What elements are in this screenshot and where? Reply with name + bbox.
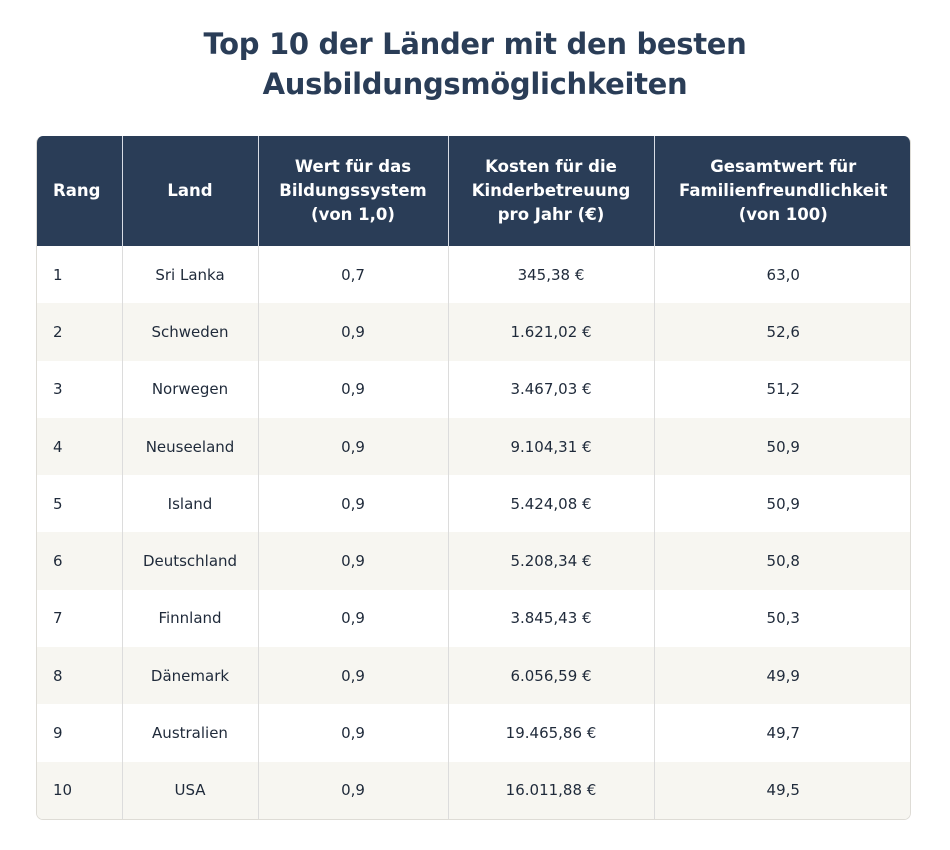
title-line-1: Top 10 der Länder mit den besten [203, 27, 747, 61]
cell-rank: 3 [53, 380, 63, 399]
cell-country: Dänemark [121, 647, 258, 705]
cell-childcare-cost: 16.011,88 € [447, 761, 654, 819]
table-row: 9 Australien 0,9 19.465,86 €49,7 [37, 704, 910, 762]
page-title: Top 10 der Länder mit den besten Ausbild… [0, 24, 950, 104]
cell-country: Sri Lanka [121, 246, 258, 304]
cell-rank: 7 [53, 609, 63, 628]
cell-childcare-cost: 9.104,31 € [447, 417, 654, 476]
cell-country: Finnland [121, 589, 258, 648]
ranking-table: Rang Land Wert für das Bildungssystem (von… [36, 136, 911, 820]
cell-rank: 1 [53, 265, 63, 284]
table-header-row: Rang Land Wert für das Bildungssystem (von… [37, 136, 910, 246]
cell-rank: 2 [37, 303, 122, 361]
cell-rank: 9 [53, 724, 63, 743]
cell-family-score: 50,9 [653, 417, 910, 476]
cell-education-score: 0,9 [257, 589, 448, 648]
column-header-country: Land [121, 136, 258, 246]
cell-rank: 10 [37, 761, 122, 819]
cell-education-score: 0,9 [257, 647, 448, 705]
table-row: 10 USA 0,9 16.011,88 €49,5 [37, 761, 910, 819]
cell-education-score: 0,9 [257, 532, 448, 590]
cell-family-score: 50,3 [653, 589, 910, 648]
cell-family-score: 63,0 [653, 246, 910, 304]
cell-education-score: 0,7 [257, 246, 448, 304]
table-row: 2 Schweden 0,9 1.621,02 €52,6 [37, 303, 910, 361]
cell-childcare-cost: 19.465,86 € [447, 704, 654, 762]
cell-country: Norwegen [121, 360, 258, 418]
title-line-2: Ausbildungsmöglichkeiten [262, 67, 688, 101]
cell-country: Island [121, 475, 258, 533]
table-row: 7 Finnland 0,9 3.845,43 €50,3 [37, 589, 910, 648]
cell-education-score: 0,9 [257, 761, 448, 819]
cell-country: Schweden [121, 303, 258, 361]
cell-childcare-cost: 5.424,08 € [447, 475, 654, 533]
table-row: 6 Deutschland 0,9 5.208,34 €50,8 [37, 532, 910, 590]
cell-rank: 4 [37, 417, 122, 476]
cell-family-score: 49,5 [653, 761, 910, 819]
cell-family-score: 49,7 [653, 704, 910, 762]
cell-rank: 6 [37, 532, 122, 590]
cell-family-score: 50,9 [653, 475, 910, 533]
cell-education-score: 0,9 [257, 417, 448, 476]
cell-education-score: 0,9 [257, 303, 448, 361]
cell-family-score: 49,9 [653, 647, 910, 705]
column-header-family-score: Gesamtwert für Familienfreundlichkeit (v… [653, 136, 910, 246]
cell-childcare-cost: 6.056,59 € [447, 647, 654, 705]
cell-education-score: 0,9 [257, 704, 448, 762]
cell-childcare-cost: 3.467,03 € [447, 360, 654, 418]
cell-education-score: 0,9 [257, 360, 448, 418]
cell-childcare-cost: 5.208,34 € [447, 532, 654, 590]
table-row: 3 Norwegen 0,9 3.467,03 €51,2 [37, 360, 910, 418]
cell-country: Neuseeland [121, 417, 258, 476]
cell-education-score: 0,9 [257, 475, 448, 533]
cell-country: USA [121, 761, 258, 819]
table-row: 4 Neuseeland 0,9 9.104,31 €50,9 [37, 417, 910, 476]
cell-childcare-cost: 3.845,43 € [447, 589, 654, 648]
cell-rank: 5 [53, 494, 63, 513]
table-row: 8 Dänemark 0,9 6.056,59 €49,9 [37, 647, 910, 705]
cell-country: Deutschland [121, 532, 258, 590]
cell-family-score: 51,2 [653, 360, 910, 418]
column-header-childcare-cost: Kosten für die Kinderbetreuung pro Jahr … [447, 136, 654, 246]
cell-family-score: 50,8 [653, 532, 910, 590]
cell-childcare-cost: 1.621,02 € [447, 303, 654, 361]
table-row: 1 Sri Lanka 0,7 345,38 €63,0 [37, 246, 910, 304]
cell-childcare-cost: 345,38 € [447, 246, 654, 304]
cell-family-score: 52,6 [653, 303, 910, 361]
cell-rank: 8 [37, 647, 122, 705]
column-header-rank: Rang [37, 136, 122, 246]
table-row: 5 Island 0,9 5.424,08 €50,9 [37, 475, 910, 533]
column-header-education-score: Wert für das Bildungssystem (von 1,0) [257, 136, 448, 246]
cell-country: Australien [121, 704, 258, 762]
